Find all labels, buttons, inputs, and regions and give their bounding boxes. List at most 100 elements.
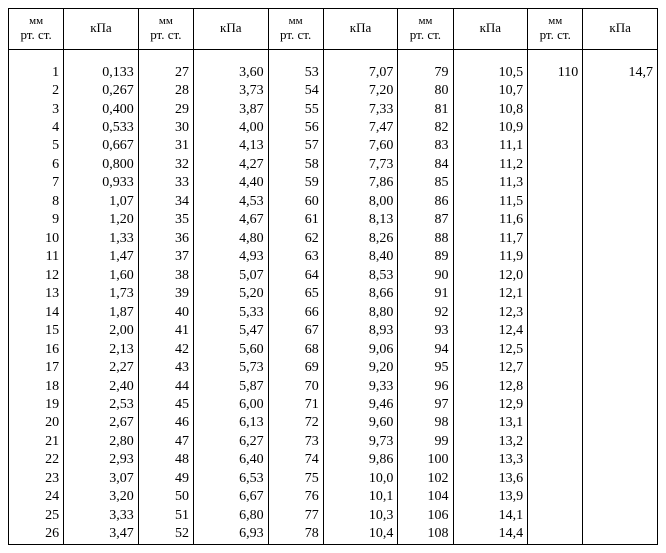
cell-kpa: 0,800 <box>64 156 139 174</box>
cell-mm <box>528 82 583 100</box>
cell-kpa: 8,53 <box>323 267 398 285</box>
cell-kpa: 10,9 <box>453 119 528 137</box>
cell-mm: 79 <box>398 64 453 82</box>
cell-mm: 90 <box>398 267 453 285</box>
table-row: 30,400293,87557,338110,8 <box>9 101 658 119</box>
cell-mm: 60 <box>268 193 323 211</box>
cell-mm <box>528 230 583 248</box>
cell-kpa <box>583 248 658 266</box>
cell-mm: 93 <box>398 322 453 340</box>
cell-mm: 76 <box>268 488 323 506</box>
cell-kpa: 1,60 <box>64 267 139 285</box>
cell-kpa: 9,33 <box>323 378 398 396</box>
cell-mm: 54 <box>268 82 323 100</box>
cell-mm: 27 <box>138 64 193 82</box>
header-kpa-3: кПа <box>323 9 398 50</box>
table-row: 60,800324,27587,738411,2 <box>9 156 658 174</box>
cell-mm: 52 <box>138 525 193 544</box>
cell-kpa: 3,20 <box>64 488 139 506</box>
cell-kpa: 11,2 <box>453 156 528 174</box>
cell-mm: 88 <box>398 230 453 248</box>
cell-kpa: 4,80 <box>193 230 268 248</box>
cell-mm: 1 <box>9 64 64 82</box>
cell-mm: 12 <box>9 267 64 285</box>
cell-kpa: 6,53 <box>193 470 268 488</box>
cell-mm: 59 <box>268 174 323 192</box>
table-row: 172,27435,73699,209512,7 <box>9 359 658 377</box>
cell-mm <box>528 488 583 506</box>
cell-kpa: 12,3 <box>453 304 528 322</box>
cell-mm: 84 <box>398 156 453 174</box>
cell-kpa <box>583 156 658 174</box>
cell-kpa <box>583 267 658 285</box>
cell-mm: 69 <box>268 359 323 377</box>
table-row: 50,667314,13577,608311,1 <box>9 137 658 155</box>
cell-mm: 21 <box>9 433 64 451</box>
cell-kpa: 14,4 <box>453 525 528 544</box>
cell-kpa: 7,73 <box>323 156 398 174</box>
cell-mm: 64 <box>268 267 323 285</box>
cell-mm: 35 <box>138 211 193 229</box>
cell-mm: 2 <box>9 82 64 100</box>
cell-mm: 110 <box>528 64 583 82</box>
cell-mm: 26 <box>9 525 64 544</box>
cell-mm: 102 <box>398 470 453 488</box>
header-mm-3: ммрт. ст. <box>268 9 323 50</box>
cell-mm: 100 <box>398 451 453 469</box>
cell-mm: 50 <box>138 488 193 506</box>
cell-mm: 7 <box>9 174 64 192</box>
cell-kpa <box>583 341 658 359</box>
cell-mm: 108 <box>398 525 453 544</box>
cell-kpa: 11,1 <box>453 137 528 155</box>
cell-kpa: 5,60 <box>193 341 268 359</box>
cell-mm <box>528 396 583 414</box>
cell-mm: 91 <box>398 285 453 303</box>
table-row: 243,20506,677610,110413,9 <box>9 488 658 506</box>
cell-mm: 68 <box>268 341 323 359</box>
table-row: 162,13425,60689,069412,5 <box>9 341 658 359</box>
cell-kpa: 10,7 <box>453 82 528 100</box>
cell-mm: 45 <box>138 396 193 414</box>
cell-mm: 18 <box>9 378 64 396</box>
header-kpa-4: кПа <box>453 9 528 50</box>
table-row: 91,20354,67618,138711,6 <box>9 211 658 229</box>
cell-kpa: 5,73 <box>193 359 268 377</box>
cell-kpa: 10,4 <box>323 525 398 544</box>
cell-mm: 78 <box>268 525 323 544</box>
cell-mm: 67 <box>268 322 323 340</box>
cell-kpa <box>583 285 658 303</box>
cell-kpa: 8,40 <box>323 248 398 266</box>
cell-kpa: 9,86 <box>323 451 398 469</box>
header-mm-1: ммрт. ст. <box>9 9 64 50</box>
cell-mm <box>528 414 583 432</box>
cell-mm: 39 <box>138 285 193 303</box>
cell-kpa: 11,3 <box>453 174 528 192</box>
cell-kpa <box>583 193 658 211</box>
cell-kpa: 10,0 <box>323 470 398 488</box>
cell-kpa: 5,47 <box>193 322 268 340</box>
cell-kpa <box>583 433 658 451</box>
cell-mm: 57 <box>268 137 323 155</box>
cell-mm: 97 <box>398 396 453 414</box>
cell-mm: 38 <box>138 267 193 285</box>
cell-kpa: 13,1 <box>453 414 528 432</box>
cell-mm <box>528 248 583 266</box>
cell-kpa: 11,5 <box>453 193 528 211</box>
cell-kpa <box>583 211 658 229</box>
cell-kpa: 4,27 <box>193 156 268 174</box>
cell-mm: 24 <box>9 488 64 506</box>
cell-mm: 3 <box>9 101 64 119</box>
cell-kpa: 4,00 <box>193 119 268 137</box>
cell-mm: 77 <box>268 507 323 525</box>
cell-mm: 49 <box>138 470 193 488</box>
cell-mm: 72 <box>268 414 323 432</box>
cell-mm: 85 <box>398 174 453 192</box>
cell-mm: 4 <box>9 119 64 137</box>
cell-mm: 94 <box>398 341 453 359</box>
cell-mm <box>528 211 583 229</box>
cell-mm: 20 <box>9 414 64 432</box>
cell-kpa: 8,13 <box>323 211 398 229</box>
cell-mm: 36 <box>138 230 193 248</box>
cell-mm: 95 <box>398 359 453 377</box>
cell-mm: 92 <box>398 304 453 322</box>
